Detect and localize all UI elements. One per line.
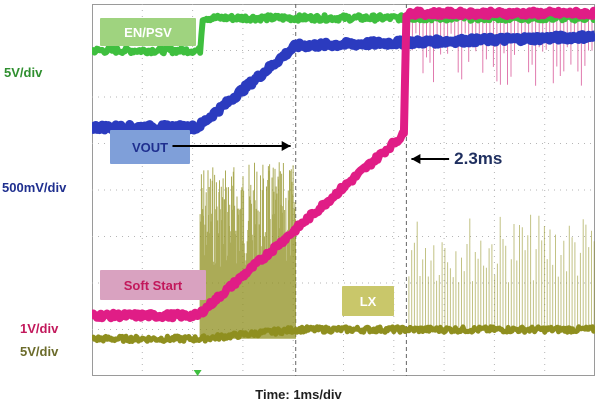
lx-label: LX (360, 294, 377, 309)
soft-start-ripple (408, 13, 593, 86)
ch2-scale-label: 500mV/div (2, 180, 67, 195)
lx-switching-burst (199, 162, 595, 339)
ch4-scale-label: 5V/div (20, 344, 59, 359)
vout-label: VOUT (132, 140, 168, 155)
ch1-scale-label: 5V/div (4, 65, 43, 80)
arrow-left-head (411, 154, 421, 164)
soft-start-label-box (100, 270, 206, 300)
vout-label-box (110, 130, 190, 164)
arrow-right-head (281, 141, 291, 151)
soft-start-trace (92, 6, 595, 323)
vout-trace (92, 30, 595, 135)
trigger-marker (193, 370, 202, 376)
scope-screen: EN/PSV VOUT Soft Start LX 2.3ms (92, 4, 595, 376)
en-psv-label-box (100, 18, 196, 46)
en-psv-label: EN/PSV (124, 25, 172, 40)
ch3-scale-label: 1V/div (20, 321, 59, 336)
soft-start-label: Soft Start (124, 278, 183, 293)
lx-trace (92, 324, 595, 344)
lx-label-box (342, 286, 394, 316)
x-axis-label: Time: 1ms/div (255, 387, 342, 402)
delay-annotation: 2.3ms (454, 149, 502, 168)
scope-plot: EN/PSV VOUT Soft Start LX 2.3ms (92, 4, 595, 376)
